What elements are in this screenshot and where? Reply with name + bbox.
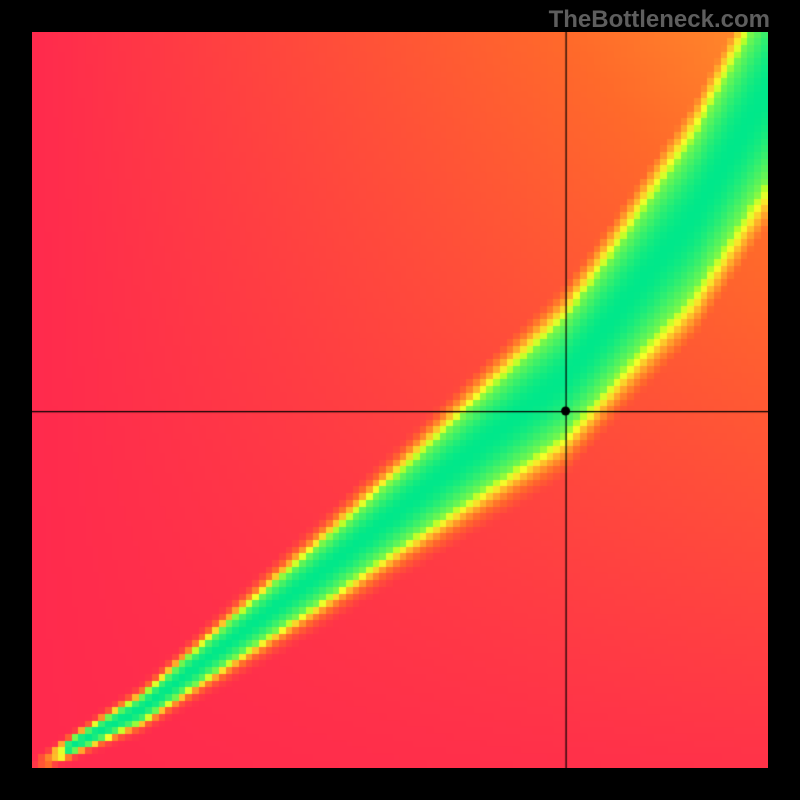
bottleneck-heatmap xyxy=(32,32,768,768)
chart-container: TheBottleneck.com xyxy=(0,0,800,800)
watermark-text: TheBottleneck.com xyxy=(549,6,770,34)
